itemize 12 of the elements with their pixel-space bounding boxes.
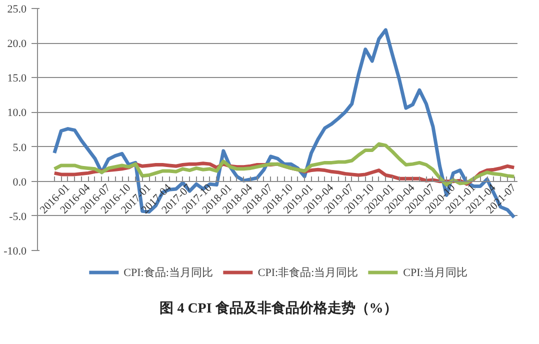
text: 图 4 CPI 食品及非食品价格走势（%） (160, 300, 398, 316)
legend-label: CPI:食品:当月同比 (124, 266, 213, 280)
y-tick-label: 20.0 (7, 38, 27, 50)
legend-label: CPI:非食品:当月同比 (258, 266, 358, 280)
legend-label: CPI:当月同比 (403, 266, 468, 280)
y-tick-label: -10.0 (4, 246, 27, 258)
y-tick-label: 25.0 (7, 4, 27, 16)
y-tick-label: 0.0 (12, 176, 27, 188)
y-tick-label: -5.0 (9, 210, 27, 223)
y-tick-label: 10.0 (7, 107, 27, 120)
y-tick-label: 5.0 (12, 142, 27, 154)
y-tick-label: 15.0 (7, 72, 27, 85)
